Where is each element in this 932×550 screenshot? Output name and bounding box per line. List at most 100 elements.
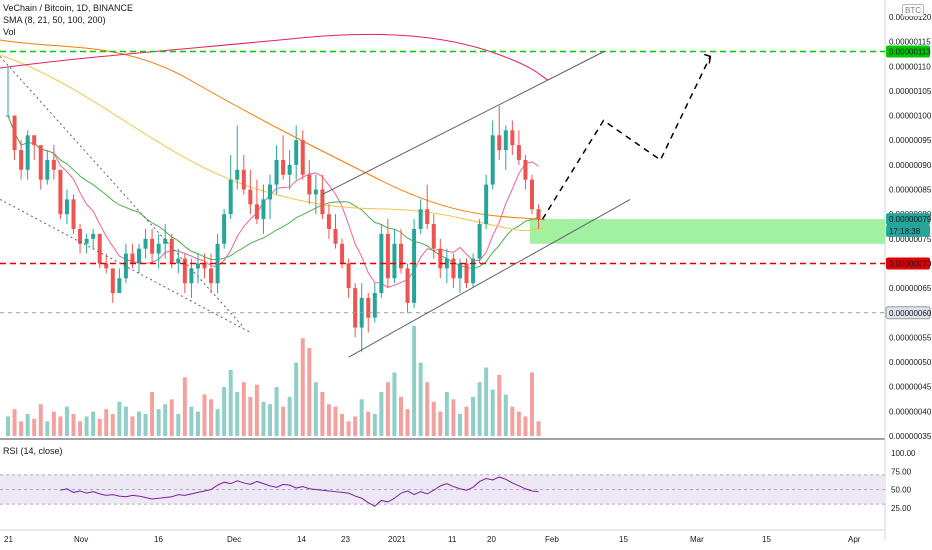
candle-body bbox=[444, 258, 449, 269]
candle-body bbox=[523, 159, 528, 180]
candle-body bbox=[530, 179, 534, 210]
time-axis-label: 15 bbox=[619, 535, 628, 544]
candle-body bbox=[254, 204, 259, 220]
projection-arrowhead bbox=[704, 53, 712, 64]
volume-bar bbox=[137, 411, 141, 436]
candle-body bbox=[117, 278, 122, 294]
volume-bar bbox=[333, 406, 338, 436]
candle-body bbox=[38, 145, 43, 180]
candle-body bbox=[340, 243, 345, 264]
candle-body bbox=[320, 189, 325, 215]
candle-body bbox=[51, 159, 56, 170]
volume-bar bbox=[169, 399, 174, 436]
candle-body bbox=[346, 263, 351, 289]
price-tick-label: 0.00000085 bbox=[889, 186, 932, 195]
sma-8-line bbox=[7, 115, 539, 289]
moving-averages bbox=[0, 33, 549, 289]
volume-bar bbox=[45, 421, 50, 436]
sma-200-line bbox=[0, 33, 549, 81]
candle-body bbox=[130, 253, 135, 264]
candle-body bbox=[195, 263, 200, 269]
candle-body bbox=[6, 115, 10, 117]
rsi-tick-label: 50.00 bbox=[891, 486, 912, 495]
volume-bar bbox=[477, 382, 482, 436]
downtrend-line-1 bbox=[0, 56, 245, 328]
candle-body bbox=[399, 243, 403, 269]
volume-bar bbox=[209, 399, 214, 436]
volume-bar bbox=[274, 387, 279, 436]
vol-legend[interactable]: Vol bbox=[3, 27, 16, 37]
volume-bar bbox=[241, 382, 246, 436]
candle-body bbox=[516, 145, 521, 160]
candle-body bbox=[189, 268, 194, 284]
currency-badge[interactable]: BTC bbox=[902, 4, 924, 17]
candle-body bbox=[202, 263, 207, 269]
volume-bar bbox=[451, 399, 456, 436]
volume-bar bbox=[104, 409, 109, 436]
volume-bar bbox=[156, 409, 161, 436]
volume-bar bbox=[195, 411, 200, 436]
downtrend-line-2 bbox=[0, 198, 251, 333]
volume-bar bbox=[123, 406, 128, 436]
volume-bar bbox=[176, 414, 181, 436]
volume-bar bbox=[530, 372, 534, 436]
volume-bar bbox=[182, 377, 187, 436]
volume-bar bbox=[307, 348, 312, 436]
rsi-legend[interactable]: RSI (14, close) bbox=[3, 446, 63, 456]
volume-bar bbox=[379, 392, 384, 436]
candle-body bbox=[176, 258, 181, 264]
time-axis-label: Dec bbox=[227, 535, 241, 544]
candle-body bbox=[241, 169, 246, 190]
support-badge: 0.00000070 bbox=[889, 259, 932, 268]
volume-bar bbox=[19, 421, 24, 436]
candle-body bbox=[412, 228, 417, 303]
candle-body bbox=[64, 199, 69, 215]
volume-bar bbox=[71, 414, 76, 436]
candle-body bbox=[261, 199, 266, 220]
rsi-panel bbox=[0, 474, 885, 507]
candle-body bbox=[490, 135, 495, 185]
volume-bar bbox=[523, 416, 528, 436]
volume-bar bbox=[12, 409, 17, 436]
time-axis-label: 15 bbox=[762, 535, 771, 544]
volume-bar bbox=[38, 404, 43, 436]
channel-upper-line bbox=[322, 51, 605, 195]
volume-bar bbox=[300, 338, 305, 436]
volume-bar bbox=[516, 411, 521, 436]
volume-bar bbox=[405, 409, 410, 436]
candle-body bbox=[477, 224, 482, 259]
gray-level-badge: 0.00000060 bbox=[889, 309, 932, 318]
candle-body bbox=[58, 169, 63, 215]
candle-body bbox=[313, 189, 318, 195]
volume-bar bbox=[340, 414, 345, 436]
volume-bar bbox=[418, 362, 423, 436]
volume-bar bbox=[215, 409, 220, 436]
symbol-title: VeChain / Bitcoin, 1D, BINANCE bbox=[3, 3, 134, 13]
price-tick-label: 0.00000090 bbox=[889, 161, 932, 170]
candle-body bbox=[163, 238, 168, 244]
volume-bar bbox=[97, 418, 102, 436]
volume-bar bbox=[235, 392, 240, 436]
candle-body bbox=[536, 209, 541, 220]
rsi-tick-label: 100.00 bbox=[891, 449, 916, 458]
sma-legend[interactable]: SMA (8, 21, 50, 100, 200) bbox=[3, 15, 106, 25]
volume-bar bbox=[536, 421, 541, 436]
candle-body bbox=[457, 263, 462, 279]
volume-bar bbox=[503, 394, 508, 436]
candle-body bbox=[222, 214, 227, 244]
candle-body bbox=[385, 233, 390, 279]
candle-body bbox=[19, 150, 24, 170]
volume-bar bbox=[497, 374, 502, 436]
candle-body bbox=[104, 263, 109, 269]
candle-body bbox=[84, 238, 89, 244]
candle-body bbox=[123, 253, 128, 279]
candle-body bbox=[25, 135, 30, 170]
time-axis-label: Apr bbox=[848, 535, 861, 544]
candle-body bbox=[268, 184, 272, 200]
candle-body bbox=[150, 238, 155, 254]
drawings bbox=[0, 50, 885, 358]
rsi-tick-label: 75.00 bbox=[891, 467, 912, 476]
rsi-line bbox=[60, 476, 539, 507]
volume-bar bbox=[372, 414, 377, 436]
